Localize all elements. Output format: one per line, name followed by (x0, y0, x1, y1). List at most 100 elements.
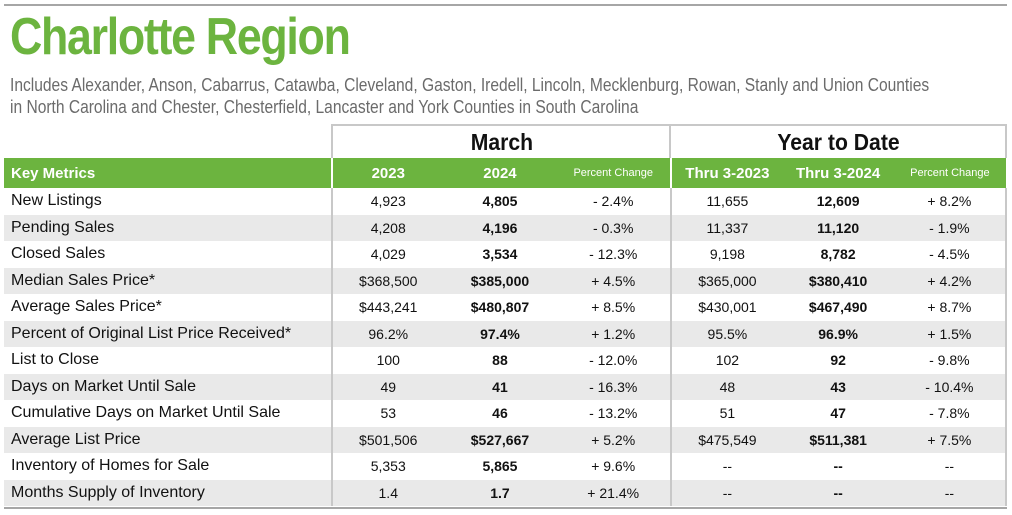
metric-name: Inventory of Homes for Sale (11, 457, 210, 475)
table-row: Days on Market Until Sale 49 41 - 16.3% 48 43… (4, 373, 1008, 400)
ytd-percent-change: + 4.2% (893, 267, 1008, 294)
bottom-rule (4, 507, 1007, 509)
table-row: Pending Sales 4,208 4,196 - 0.3% 11,337 11,12… (4, 214, 1008, 241)
key-metrics-header: Key Metrics (11, 164, 96, 182)
ytd-group-header: Year to Date (669, 124, 1007, 158)
table-row: Closed Sales 4,029 3,534 - 12.3% 9,198 8,782 -… (4, 241, 1008, 268)
region-description: Includes Alexander, Anson, Cabarrus, Cat… (10, 74, 1005, 118)
ytd-2023-header: Thru 3-2023 (670, 158, 783, 188)
ytd-2023-value: -- (670, 479, 783, 506)
march-2023-value: $443,241 (330, 294, 444, 321)
ytd-2023-value: $430,001 (670, 294, 783, 321)
top-rule (4, 4, 1007, 6)
ytd-2023-value: 95.5% (670, 320, 783, 347)
column-header-row: Key Metrics 2023 2024 Percent Change Thr… (4, 158, 1006, 188)
march-percent-change: + 5.2% (591, 431, 636, 448)
ytd-2024-header: Thru 3-2024 (796, 164, 881, 182)
march-2023-value: $368,500 (330, 267, 444, 294)
table-row: List to Close 100 88 - 12.0% 102 92 - 9.8% (4, 347, 1008, 374)
table-row: Inventory of Homes for Sale 5,353 5,865 + 9… (4, 453, 1008, 480)
ytd-group-label: Year to Date (776, 129, 900, 155)
march-2024-value: 88 (492, 352, 508, 369)
march-2023-value: 49 (330, 373, 444, 400)
ytd-2023-value: 102 (670, 347, 783, 374)
table-row: Percent of Original List Price Received*… (4, 320, 1008, 347)
march-2024-value: 1.7 (490, 484, 510, 501)
march-percent-change: + 9.6% (591, 458, 636, 475)
table-row: Average Sales Price* $443,241 $480,807 + 8.… (4, 294, 1008, 321)
march-2023-value: 1.4 (330, 479, 444, 506)
ytd-2023-value: $365,000 (670, 267, 783, 294)
march-percent-change: + 4.5% (591, 272, 636, 289)
table-row: Cumulative Days on Market Until Sale 53 46… (4, 400, 1008, 427)
ytd-2024-value: 8,782 (820, 246, 856, 263)
march-2024-value: 3,534 (482, 246, 518, 263)
ytd-2023-value: 51 (670, 400, 783, 427)
march-percent-change: - 13.2% (589, 405, 638, 422)
march-2024-value: $480,807 (470, 299, 530, 316)
march-percent-change: - 12.0% (589, 352, 638, 369)
description-line-2: in North Carolina and Chester, Chesterfi… (10, 97, 639, 117)
ytd-2024-value: 12,609 (816, 193, 860, 210)
ytd-percent-change: - 4.5% (893, 241, 1008, 268)
ytd-2024-value: 47 (830, 405, 846, 422)
ytd-percent-change: - 7.8% (893, 400, 1008, 427)
march-percent-change: - 16.3% (589, 378, 638, 395)
metric-name: Closed Sales (11, 245, 106, 263)
march-percent-change: - 12.3% (589, 246, 638, 263)
ytd-percent-change: + 8.2% (893, 188, 1008, 215)
march-2024-value: $385,000 (470, 272, 530, 289)
march-percent-change-header: Percent Change (573, 167, 653, 179)
ytd-percent-change: + 8.7% (893, 294, 1008, 321)
march-2024-value: 97.4% (480, 325, 520, 342)
page-title: Charlotte Region (10, 8, 351, 66)
march-2024-value: 41 (492, 378, 508, 395)
ytd-2023-value: 9,198 (670, 241, 783, 268)
march-2023-value: 53 (330, 400, 444, 427)
metric-name: Pending Sales (11, 218, 115, 236)
table-row: Months Supply of Inventory 1.4 1.7 + 21.4% -… (4, 479, 1008, 506)
ytd-2024-value: 92 (830, 352, 846, 369)
ytd-percent-change: -- (893, 479, 1008, 506)
ytd-2023-value: 11,337 (670, 214, 783, 241)
table-row: Median Sales Price* $368,500 $385,000 + 4.5… (4, 267, 1008, 294)
march-2023-value: 96.2% (330, 320, 444, 347)
ytd-percent-change: + 7.5% (893, 426, 1008, 453)
description-line-1: Includes Alexander, Anson, Cabarrus, Cat… (10, 75, 930, 95)
key-metrics-table: Key Metrics 2023 2024 Percent Change Thr… (4, 158, 1008, 506)
metric-name: New Listings (11, 192, 102, 210)
march-2023-value: 4,029 (330, 241, 444, 268)
march-2024-value: $527,667 (470, 431, 530, 448)
march-2024-header: 2024 (483, 164, 517, 182)
march-group-header: March (331, 124, 670, 158)
march-2023-value: $501,506 (330, 426, 444, 453)
metric-name: Days on Market Until Sale (11, 377, 196, 395)
table-row: New Listings 4,923 4,805 - 2.4% 11,655 12,609… (4, 188, 1008, 215)
march-percent-change: - 2.4% (592, 193, 634, 210)
march-percent-change: + 1.2% (591, 325, 636, 342)
ytd-2023-value: 48 (670, 373, 783, 400)
ytd-percent-change-header: Percent Change (910, 167, 990, 179)
metric-name: Percent of Original List Price Received* (11, 324, 292, 342)
ytd-2024-value: 96.9% (818, 325, 858, 342)
march-2024-value: 4,805 (482, 193, 518, 210)
ytd-2024-value: $467,490 (808, 299, 868, 316)
ytd-2024-value: 43 (830, 378, 846, 395)
march-2023-value: 5,353 (330, 453, 444, 480)
metric-name: Months Supply of Inventory (11, 483, 205, 501)
march-2023-value: 100 (330, 347, 444, 374)
march-percent-change: + 8.5% (591, 299, 636, 316)
ytd-2024-value: -- (833, 484, 843, 501)
ytd-2024-value: 11,120 (817, 219, 860, 236)
metric-name: List to Close (11, 351, 100, 369)
march-2024-value: 5,865 (482, 458, 518, 475)
ytd-percent-change: - 1.9% (893, 214, 1008, 241)
ytd-percent-change: - 10.4% (893, 373, 1008, 400)
march-group-label: March (470, 129, 533, 155)
ytd-2023-value: 11,655 (670, 188, 783, 215)
ytd-percent-change: -- (893, 453, 1008, 480)
march-2024-value: 4,196 (482, 219, 518, 236)
march-percent-change: - 0.3% (592, 219, 634, 236)
metric-name: Cumulative Days on Market Until Sale (11, 404, 281, 422)
ytd-2024-value: $511,381 (809, 431, 867, 448)
